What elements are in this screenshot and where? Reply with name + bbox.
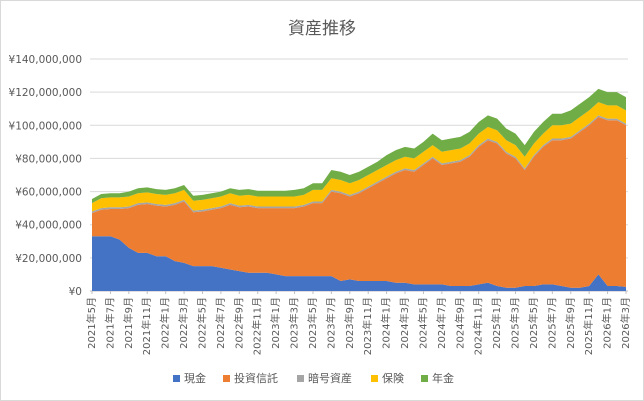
- x-tick-label: 2023年7月: [324, 297, 337, 349]
- legend-label-4: 保険: [382, 371, 404, 385]
- y-tick-label: ¥80,000,000: [15, 153, 82, 165]
- legend-swatch-3: [297, 375, 304, 382]
- x-tick-label: 2024年9月: [453, 297, 466, 349]
- x-tick-label: 2025年11月: [582, 297, 595, 355]
- x-tick-label: 2023年9月: [343, 297, 356, 349]
- y-tick-label: ¥140,000,000: [9, 54, 82, 66]
- series-area-1: [92, 236, 626, 291]
- x-tick-label: 2025年5月: [527, 297, 540, 349]
- y-tick-label: ¥20,000,000: [15, 253, 82, 265]
- x-tick-label: 2026年1月: [601, 297, 614, 349]
- x-tick-label: 2024年3月: [398, 297, 411, 349]
- x-tick-label: 2024年7月: [435, 297, 448, 349]
- x-tick-label: 2022年7月: [214, 297, 227, 349]
- legend-swatch-2: [223, 375, 230, 382]
- series-area-2: [92, 117, 626, 288]
- legend-swatch-5: [421, 375, 428, 382]
- x-tick-label: 2022年1月: [159, 297, 172, 349]
- x-tick-label: 2023年11月: [361, 297, 374, 355]
- series-area-3: [92, 115, 626, 214]
- x-tick-label: 2024年1月: [380, 297, 393, 349]
- x-tick-label: 2022年11月: [251, 297, 264, 355]
- y-tick-label: ¥100,000,000: [9, 120, 82, 132]
- x-tick-label: 2024年11月: [472, 297, 485, 355]
- series-area-5: [92, 88, 626, 204]
- x-tick-label: 2025年9月: [564, 297, 577, 349]
- series-area-4: [92, 102, 626, 212]
- legend-label-3: 暗号資産: [308, 371, 352, 385]
- legend-swatch-4: [371, 375, 378, 382]
- legend-label-1: 現金: [184, 371, 206, 385]
- x-tick-label: 2021年7月: [103, 297, 116, 349]
- chart-title: 資産推移: [288, 19, 356, 39]
- y-tick-label: ¥60,000,000: [15, 187, 82, 199]
- y-tick-label: ¥40,000,000: [15, 220, 82, 232]
- x-tick-label: 2021年9月: [122, 297, 135, 349]
- x-tick-label: 2021年11月: [140, 297, 153, 355]
- x-tick-label: 2022年3月: [177, 297, 190, 349]
- x-tick-label: 2021年5月: [85, 297, 98, 349]
- x-tick-label: 2023年3月: [288, 297, 301, 349]
- legend-label-2: 投資信託: [234, 371, 278, 385]
- x-tick-label: 2023年1月: [269, 297, 282, 349]
- x-tick-label: 2022年9月: [232, 297, 245, 349]
- x-tick-label: 2025年7月: [545, 297, 558, 349]
- x-tick-label: 2025年3月: [509, 297, 522, 349]
- legend-label-5: 年金: [432, 371, 454, 385]
- y-tick-label: ¥0: [69, 286, 82, 298]
- x-tick-label: 2024年5月: [416, 297, 429, 349]
- x-tick-label: 2025年1月: [490, 297, 503, 349]
- y-tick-label: ¥120,000,000: [9, 87, 82, 99]
- legend-swatch-1: [173, 375, 180, 382]
- x-tick-label: 2026年3月: [619, 297, 632, 349]
- x-tick-label: 2022年5月: [195, 297, 208, 349]
- x-tick-label: 2023年5月: [306, 297, 319, 349]
